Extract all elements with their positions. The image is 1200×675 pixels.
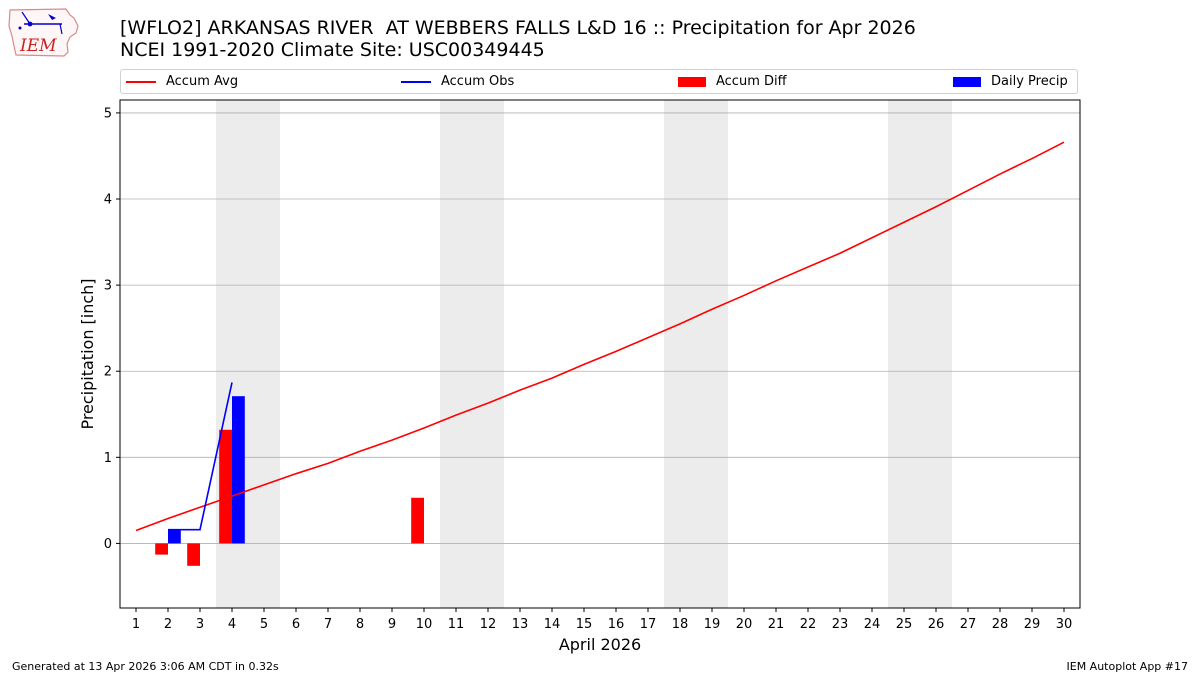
accum-obs-line xyxy=(168,382,233,531)
y-tick-label-4: 4 xyxy=(104,193,112,208)
chart-subtitle: NCEI 1991-2020 Climate Site: USC00349445 xyxy=(120,39,545,61)
legend-swatch-daily-precip xyxy=(953,76,981,87)
legend-item-accum-diff: Accum Diff xyxy=(678,70,787,93)
x-tick-label-4: 4 xyxy=(228,617,236,632)
x-tick-label-25: 25 xyxy=(896,617,913,632)
x-tick-label-19: 19 xyxy=(704,617,721,632)
x-tick-label-14: 14 xyxy=(544,617,561,632)
x-tick-label-1: 1 xyxy=(132,617,140,632)
x-tick-label-15: 15 xyxy=(576,617,593,632)
accum-diff-bar-day-10 xyxy=(411,497,424,544)
accum-avg-line xyxy=(135,141,1065,532)
accum-diff-bar-day-4 xyxy=(219,429,232,544)
plot-frame xyxy=(119,99,1081,609)
x-tick-label-26: 26 xyxy=(928,617,945,632)
x-tick-label-13: 13 xyxy=(512,617,529,632)
x-tick-label-24: 24 xyxy=(864,617,881,632)
legend: Accum Avg Accum Obs Accum Diff Daily Pre… xyxy=(120,69,1078,94)
y-tick-label-0: 0 xyxy=(104,537,112,552)
daily-precip-bar-day-4 xyxy=(232,396,245,544)
x-axis-label: April 2026 xyxy=(559,635,641,654)
x-tick-label-18: 18 xyxy=(672,617,689,632)
legend-label-accum-avg: Accum Avg xyxy=(166,74,239,89)
x-tick-label-7: 7 xyxy=(324,617,332,632)
legend-swatch-accum-avg xyxy=(126,80,156,83)
chart-title: [WFLO2] ARKANSAS RIVER AT WEBBERS FALLS … xyxy=(120,17,916,39)
x-tick-label-2: 2 xyxy=(164,617,172,632)
logo-text: IEM xyxy=(19,36,57,56)
legend-label-daily-precip: Daily Precip xyxy=(991,74,1068,89)
iowa-state-outline-icon: IEM xyxy=(8,8,79,57)
x-tick-label-23: 23 xyxy=(832,617,849,632)
weekend-band-3 xyxy=(664,100,728,608)
x-tick-label-5: 5 xyxy=(260,617,268,632)
x-tick-label-30: 30 xyxy=(1056,617,1073,632)
generated-timestamp: Generated at 13 Apr 2026 3:06 AM CDT in … xyxy=(12,660,279,673)
y-tick-label-3: 3 xyxy=(104,279,112,294)
legend-label-accum-obs: Accum Obs xyxy=(441,74,515,89)
y-tick-label-2: 2 xyxy=(104,365,112,380)
daily-precip-bar-day-2 xyxy=(168,529,181,544)
weekend-band-4 xyxy=(888,100,952,608)
x-tick-label-6: 6 xyxy=(292,617,300,632)
x-tick-label-16: 16 xyxy=(608,617,625,632)
x-tick-label-29: 29 xyxy=(1024,617,1041,632)
legend-item-accum-obs: Accum Obs xyxy=(401,70,514,93)
app-label: IEM Autoplot App #17 xyxy=(1066,660,1189,673)
accum-diff-bar-day-2 xyxy=(155,543,168,555)
x-tick-label-28: 28 xyxy=(992,617,1009,632)
x-tick-label-8: 8 xyxy=(356,617,364,632)
legend-swatch-accum-obs xyxy=(401,80,431,83)
x-tick-label-27: 27 xyxy=(960,617,977,632)
x-tick-label-17: 17 xyxy=(640,617,657,632)
weekend-band-2 xyxy=(440,100,504,608)
x-tick-label-10: 10 xyxy=(416,617,433,632)
x-tick-label-12: 12 xyxy=(480,617,497,632)
y-tick-label-5: 5 xyxy=(104,106,112,121)
x-tick-label-3: 3 xyxy=(196,617,204,632)
iem-logo: IEM xyxy=(8,6,80,58)
x-tick-label-22: 22 xyxy=(800,617,817,632)
y-tick-label-1: 1 xyxy=(104,451,112,466)
x-tick-label-11: 11 xyxy=(448,617,465,632)
x-tick-label-20: 20 xyxy=(736,617,753,632)
legend-label-accum-diff: Accum Diff xyxy=(716,74,787,89)
legend-swatch-accum-diff xyxy=(678,76,706,87)
x-tick-label-9: 9 xyxy=(388,617,396,632)
x-tick-label-21: 21 xyxy=(768,617,785,632)
legend-item-daily-precip: Daily Precip xyxy=(953,70,1068,93)
legend-item-accum-avg: Accum Avg xyxy=(126,70,238,93)
y-axis-label: Precipitation [inch] xyxy=(78,278,97,429)
accum-diff-bar-day-3 xyxy=(187,543,200,566)
